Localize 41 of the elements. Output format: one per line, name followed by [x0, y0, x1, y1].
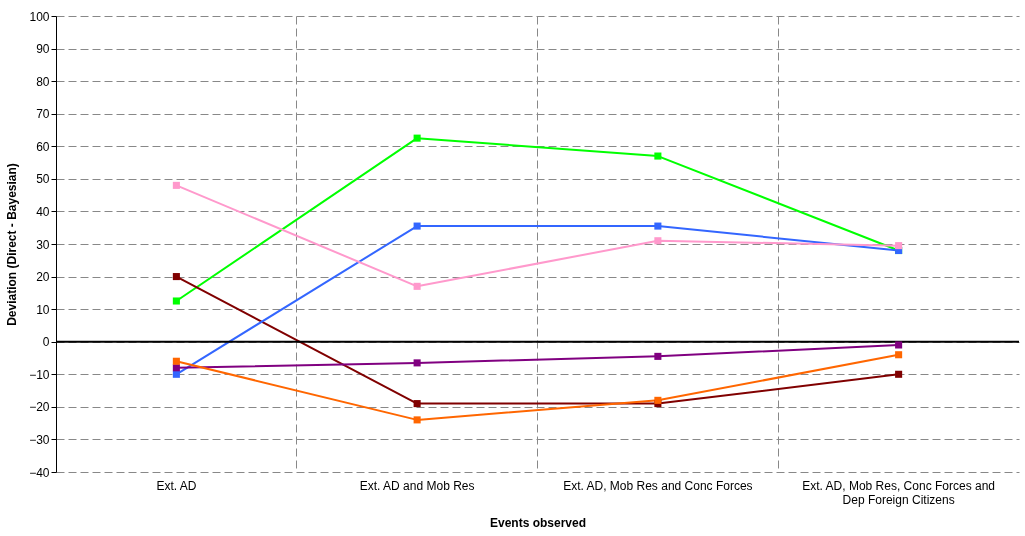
- point: [654, 396, 662, 404]
- y-tick-label: −20: [29, 400, 50, 415]
- y-tick-label: 80: [36, 74, 50, 89]
- y-tick-label: 10: [36, 302, 50, 317]
- y-tick-label: 90: [36, 42, 50, 57]
- point: [172, 181, 180, 189]
- y-tick-label: 40: [36, 204, 50, 219]
- x-tick-label: Ext. AD, Mob Res, Conc Forces and Dep Foreign Citizens: [802, 478, 995, 507]
- point: [654, 152, 662, 160]
- y-tick-label: −40: [29, 465, 50, 480]
- point: [654, 237, 662, 245]
- point: [895, 370, 903, 378]
- y-tick-label: −10: [29, 367, 50, 382]
- y-tick-label: 20: [36, 270, 50, 285]
- y-axis-title: Deviation (Direct - Bayesian): [5, 163, 20, 326]
- point: [172, 297, 180, 305]
- x-tick-label: Ext. AD, Mob Res and Conc Forces: [563, 478, 753, 493]
- point: [172, 370, 180, 378]
- point: [172, 273, 180, 281]
- point: [413, 400, 421, 408]
- point: [413, 222, 421, 230]
- y-tick-label: 60: [36, 139, 50, 154]
- x-axis-title: Events observed: [489, 515, 587, 530]
- y-tick-label: 0: [42, 335, 50, 350]
- x-tick-label: Ext. AD and Mob Res: [359, 478, 475, 493]
- y-tick-label: −30: [29, 432, 50, 447]
- point: [413, 359, 421, 367]
- point: [172, 357, 180, 365]
- point: [413, 416, 421, 424]
- point: [895, 341, 903, 349]
- point: [654, 352, 662, 360]
- y-tick-label: 100: [29, 9, 50, 24]
- y-tick-label: 70: [36, 107, 50, 122]
- point: [413, 134, 421, 142]
- point: [413, 282, 421, 290]
- y-tick-label: 30: [36, 237, 50, 252]
- x-tick-label: Ext. AD: [156, 478, 197, 493]
- point: [895, 242, 903, 250]
- y-tick-label: 50: [36, 172, 50, 187]
- point: [654, 222, 662, 230]
- point: [895, 351, 903, 359]
